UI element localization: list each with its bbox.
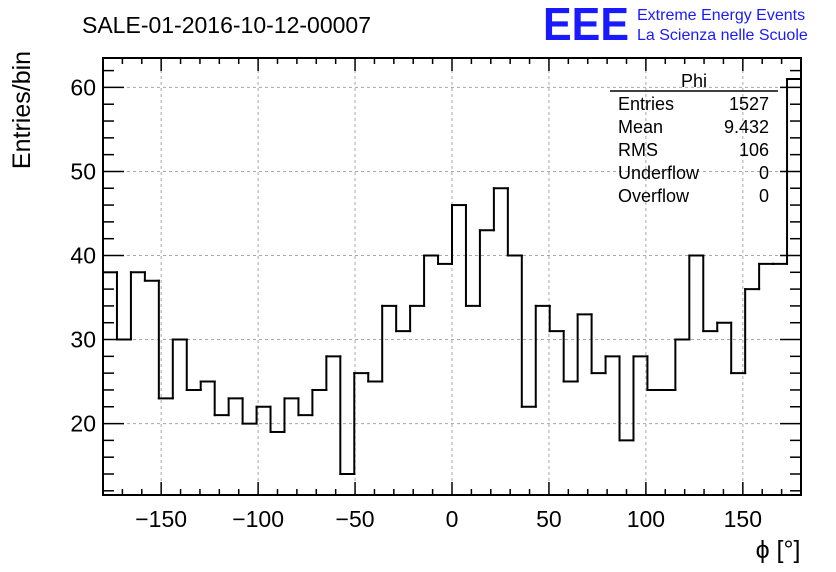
stats-value-underflow: 0: [759, 163, 769, 183]
x-tick-label: 50: [536, 506, 562, 532]
stats-label-mean: Mean: [618, 117, 663, 137]
y-tick-label: 40: [70, 242, 96, 268]
eee-logo: EEE Extreme Energy Events La Scienza nel…: [543, 0, 808, 50]
x-tick-label: −100: [232, 506, 284, 532]
eee-logo-mark: EEE: [543, 0, 629, 50]
stats-title: Phi: [681, 71, 707, 91]
x-tick-label: −150: [135, 506, 187, 532]
stats-box: Phi Entries 1527 Mean 9.432 RMS 106 Unde…: [610, 71, 778, 206]
stats-label-overflow: Overflow: [618, 186, 690, 206]
y-tick-label: 30: [70, 327, 96, 353]
logo-line-1: Extreme Energy Events: [637, 7, 805, 24]
x-tick-label: 150: [724, 506, 762, 532]
x-tick-label: −50: [336, 506, 375, 532]
x-axis-title: ϕ [°]: [756, 536, 801, 564]
chart-title: SALE-01-2016-10-12-00007: [82, 12, 371, 38]
x-tick-label: 0: [446, 506, 459, 532]
grid-lines: [103, 58, 801, 495]
histogram-series: [102, 78, 802, 475]
stats-value-mean: 9.432: [724, 117, 769, 137]
y-tick-label: 20: [70, 411, 96, 437]
y-axis-title: Entries/bin: [8, 51, 36, 169]
axis-ticks: −150 −100 −50 0 50 100 150 20 30 40 50 60: [70, 58, 801, 532]
stats-value-rms: 106: [739, 140, 769, 160]
y-tick-label: 50: [70, 158, 96, 184]
stats-label-underflow: Underflow: [618, 163, 700, 183]
stats-label-entries: Entries: [618, 94, 674, 114]
stats-value-entries: 1527: [729, 94, 769, 114]
y-tick-label: 60: [70, 74, 96, 100]
stats-label-rms: RMS: [618, 140, 658, 160]
x-tick-label: 100: [627, 506, 665, 532]
stats-value-overflow: 0: [759, 186, 769, 206]
logo-line-2: La Scienza nelle Scuole: [637, 27, 808, 44]
